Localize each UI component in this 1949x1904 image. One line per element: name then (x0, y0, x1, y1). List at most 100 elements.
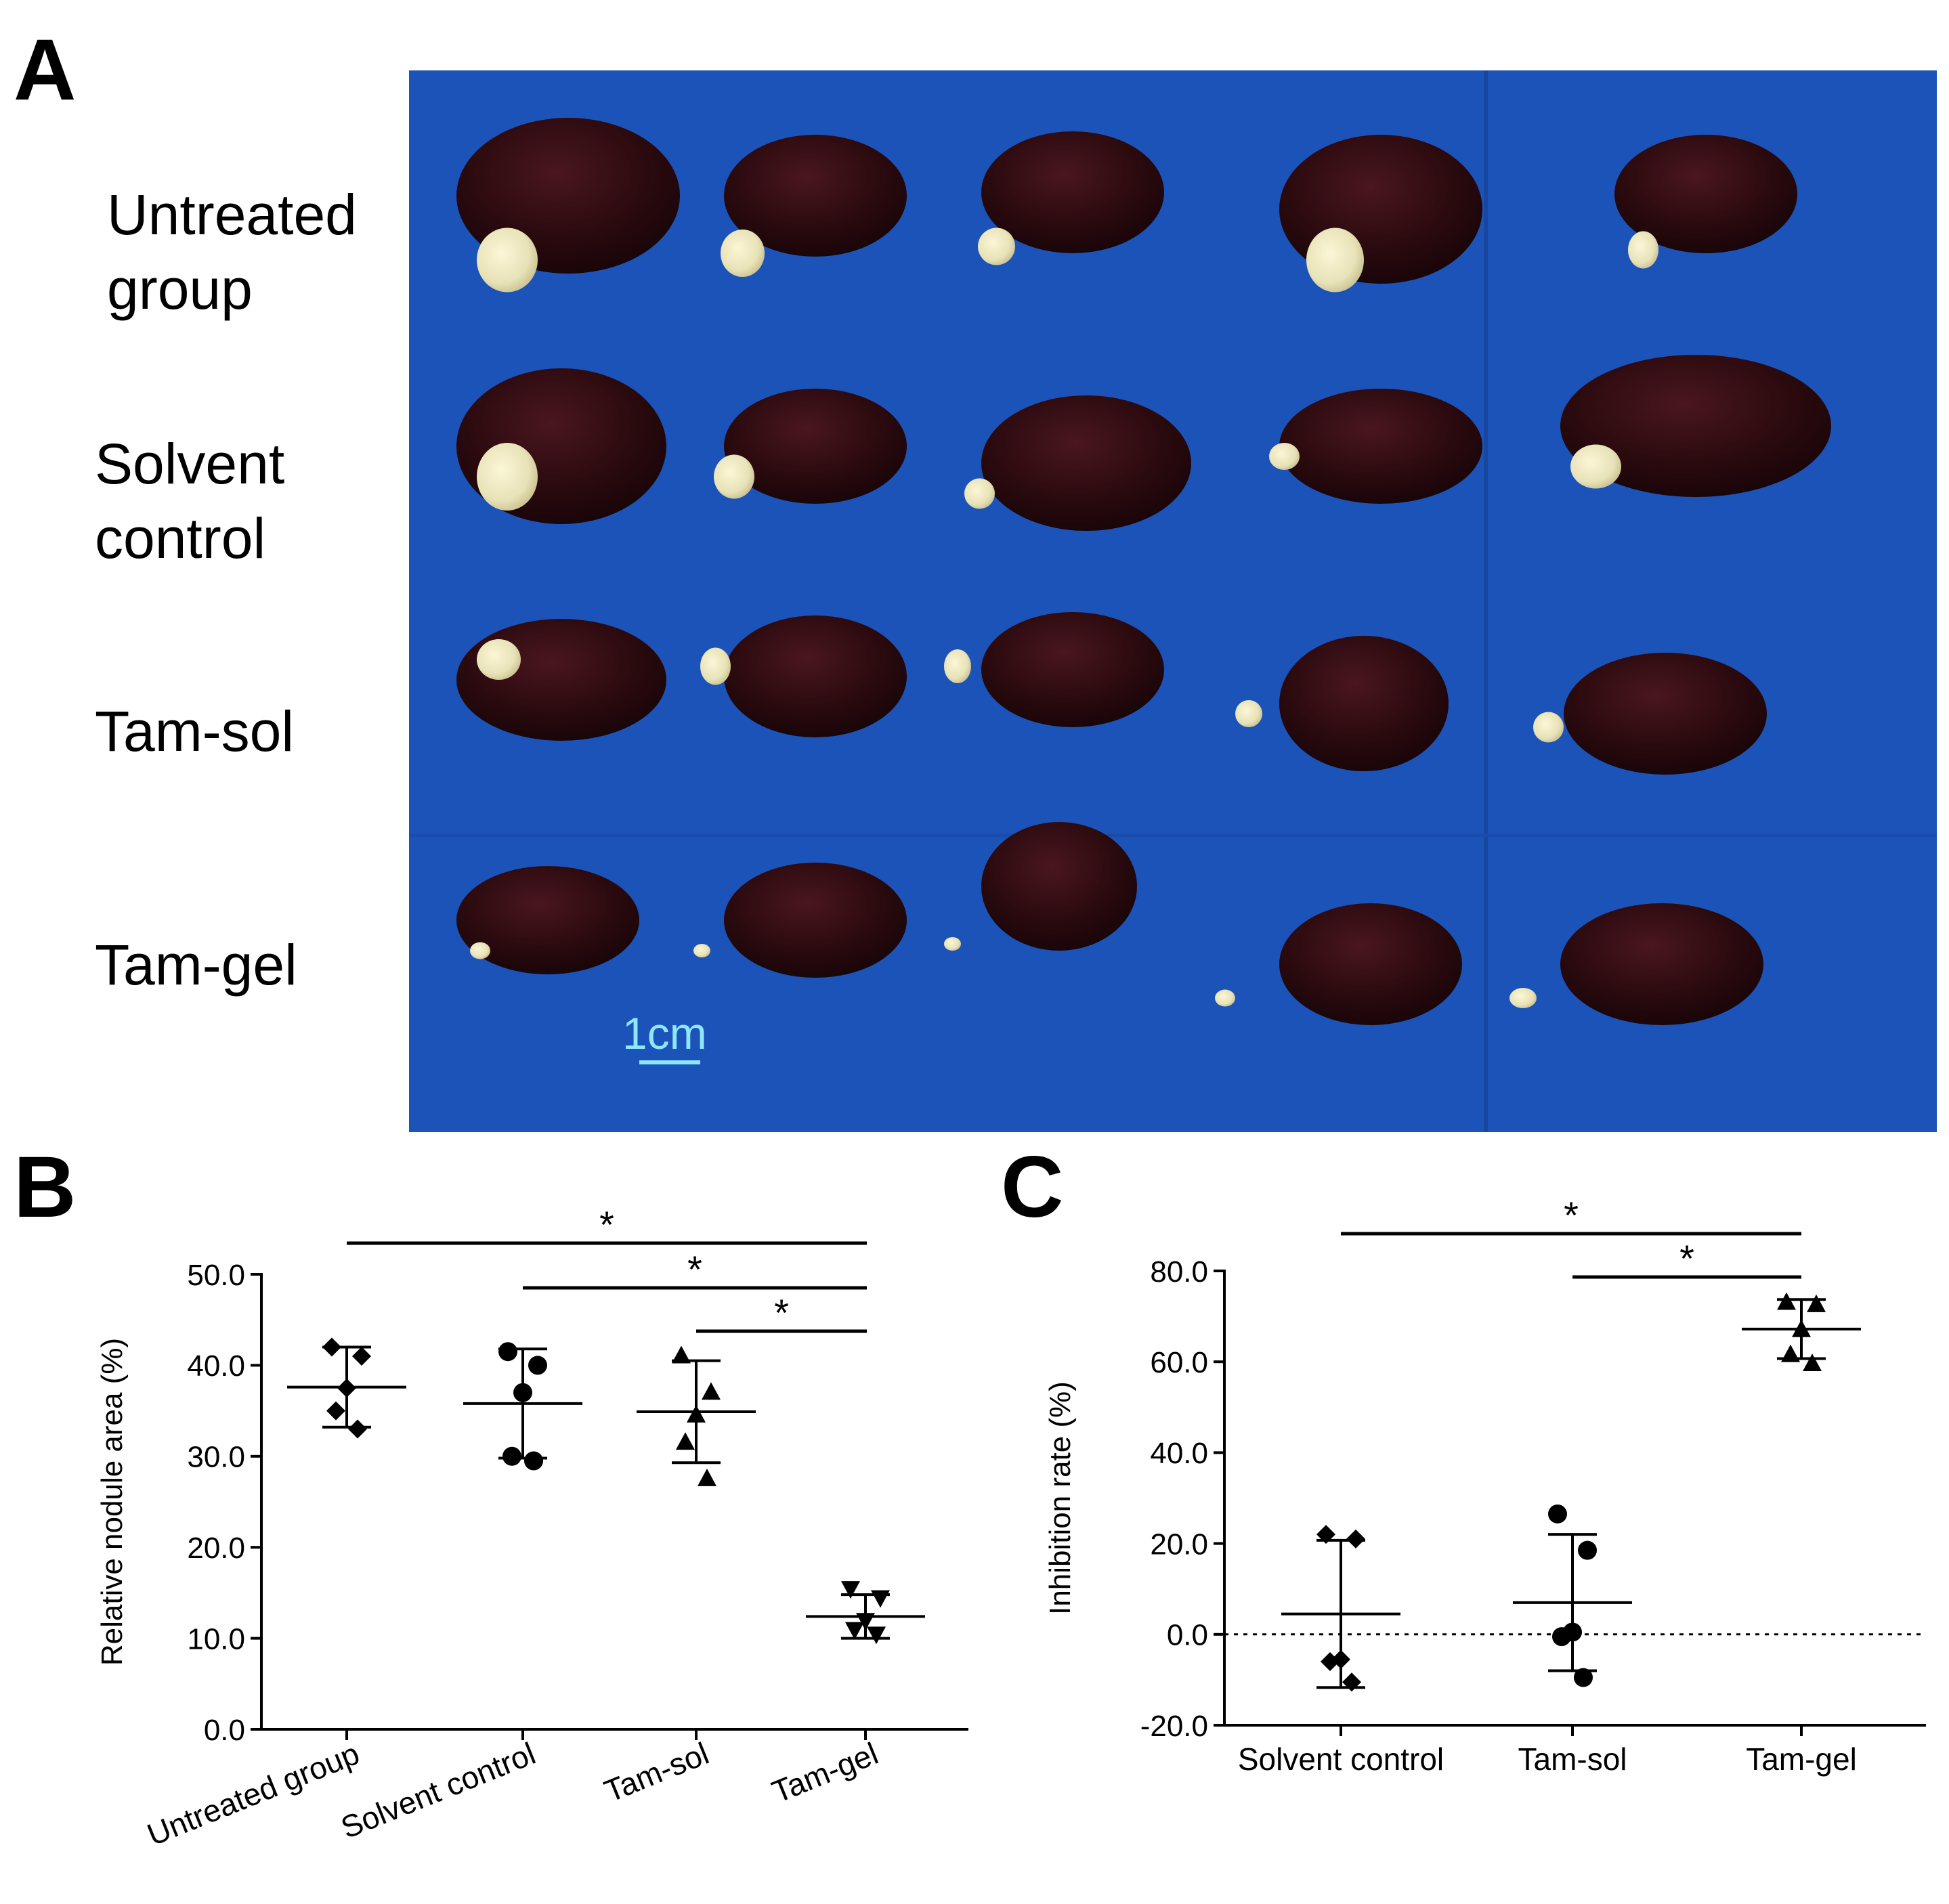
liver-sample-8 (981, 395, 1191, 531)
data-point (1803, 1354, 1822, 1372)
x-tick-label: Tam-sol (599, 1735, 714, 1809)
y-tick-label: -20.0 (1140, 1710, 1208, 1743)
x-tick-label: Solvent control (1238, 1741, 1444, 1777)
tumor-nodule-1 (477, 228, 538, 293)
x-tick-label: Untreated group (142, 1735, 364, 1853)
panel-a-letter: A (14, 22, 77, 118)
data-point (1777, 1292, 1796, 1310)
tumor-nodule-11 (477, 639, 521, 680)
data-point (1346, 1529, 1365, 1549)
tumor-nodule-3 (978, 228, 1015, 265)
significance-label: * (774, 1291, 789, 1334)
row-label-tamgel-line1: Tam-gel (95, 933, 297, 997)
data-point (326, 1401, 345, 1421)
y-tick-label: 60.0 (1150, 1346, 1208, 1379)
row-label-tamsol-line1: Tam-sol (95, 699, 295, 763)
tumor-nodule-12 (700, 647, 731, 685)
data-point (856, 1613, 875, 1631)
data-point (1331, 1649, 1350, 1669)
significance-label: * (1679, 1237, 1694, 1280)
scale-bar-label: 1cm (622, 1008, 707, 1058)
tumor-nodule-15 (1533, 712, 1564, 743)
row-label-solvent-line2: control (95, 506, 266, 570)
liver-sample-5 (1614, 135, 1797, 253)
liver-sample-10 (1560, 355, 1831, 497)
y-tick-label: 40.0 (1150, 1437, 1208, 1470)
data-point (1552, 1627, 1571, 1647)
data-point (1321, 1652, 1340, 1672)
y-tick-label: 20.0 (1150, 1528, 1208, 1561)
liver-sample-7 (724, 389, 907, 504)
tumor-nodule-8 (964, 478, 995, 509)
tumor-nodule-14 (1235, 700, 1262, 727)
x-tick-label: Tam-gel (767, 1735, 883, 1810)
row-label-untreated: Untreated group (107, 177, 391, 326)
data-point (676, 1432, 695, 1450)
x-tick-label: Tam-gel (1746, 1741, 1857, 1777)
y-tick-label: 0.0 (1167, 1619, 1208, 1652)
data-point (871, 1590, 890, 1608)
tumor-nodule-19 (1215, 989, 1235, 1007)
row-label-untreated-line1: Untreated (107, 183, 357, 246)
y-axis-label: Relative nodule area (%) (95, 1338, 129, 1666)
x-tick-label: Solvent control (336, 1735, 540, 1845)
data-point (337, 1379, 356, 1398)
liver-specimen-photo: 1cm (409, 70, 1937, 1132)
y-tick-label: 40.0 (187, 1349, 245, 1383)
data-point (502, 1446, 521, 1466)
data-point (687, 1404, 706, 1423)
row-label-untreated-line2: group (107, 257, 253, 321)
data-point (841, 1581, 860, 1599)
data-point (528, 1356, 547, 1375)
row-label-tamsol: Tam-sol (95, 694, 379, 769)
data-point (1316, 1525, 1335, 1544)
y-tick-label: 20.0 (187, 1532, 245, 1565)
liver-samples (456, 118, 1831, 1025)
data-point (348, 1419, 367, 1439)
data-point (702, 1382, 721, 1400)
liver-sample-11 (456, 619, 666, 741)
row-label-solvent: Solvent control (95, 427, 379, 576)
data-point (1574, 1668, 1593, 1687)
data-point (322, 1337, 341, 1357)
data-point (524, 1451, 543, 1471)
liver-sample-15 (1564, 653, 1767, 775)
tumor-nodule-5 (1628, 231, 1658, 269)
data-point (867, 1626, 886, 1645)
y-axis-label: Inhibition rate (%) (1044, 1381, 1077, 1615)
x-tick-label: Tam-sol (1518, 1741, 1627, 1777)
liver-sample-18 (981, 822, 1137, 951)
y-tick-label: 10.0 (187, 1622, 245, 1656)
chart-c: -20.0 0.0 20.0 40.0 60.0 80.0 Inhibition rate … (1044, 1194, 1926, 1777)
tumor-nodule-10 (1570, 444, 1621, 489)
tumor-nodule-6 (477, 443, 538, 511)
y-tick-label: 30.0 (187, 1441, 245, 1474)
liver-specimen-illustration: 1cm (409, 70, 1937, 1132)
data-point (1781, 1344, 1800, 1362)
y-tick-label: 80.0 (1150, 1255, 1208, 1289)
data-point (352, 1346, 371, 1366)
liver-sample-3 (981, 131, 1164, 253)
liver-sample-17 (724, 863, 907, 978)
tumor-nodule-20 (1509, 988, 1537, 1008)
row-label-solvent-line1: Solvent (95, 432, 285, 496)
data-point (672, 1345, 691, 1364)
tumor-nodule-16 (470, 942, 490, 959)
tumor-nodule-2 (721, 230, 765, 277)
tumor-nodule-9 (1269, 443, 1300, 470)
data-point (498, 1342, 517, 1362)
significance-label: * (599, 1203, 614, 1246)
liver-sample-19 (1279, 903, 1462, 1025)
tumor-nodule-18 (944, 937, 961, 951)
panel-b-letter: B (14, 1139, 77, 1236)
significance-label: * (687, 1248, 702, 1291)
liver-sample-12 (724, 615, 907, 737)
data-point (1807, 1294, 1826, 1312)
significance-label: * (1564, 1194, 1579, 1236)
data-point (1342, 1672, 1361, 1692)
liver-sample-13 (981, 612, 1164, 727)
y-tick-label: 0.0 (204, 1714, 245, 1747)
chart-b: 0.0 10.0 20.0 30.0 40.0 50.0 Relative nodule a… (95, 1203, 968, 1853)
liver-sample-2 (724, 135, 907, 257)
y-tick-label: 50.0 (187, 1259, 245, 1292)
